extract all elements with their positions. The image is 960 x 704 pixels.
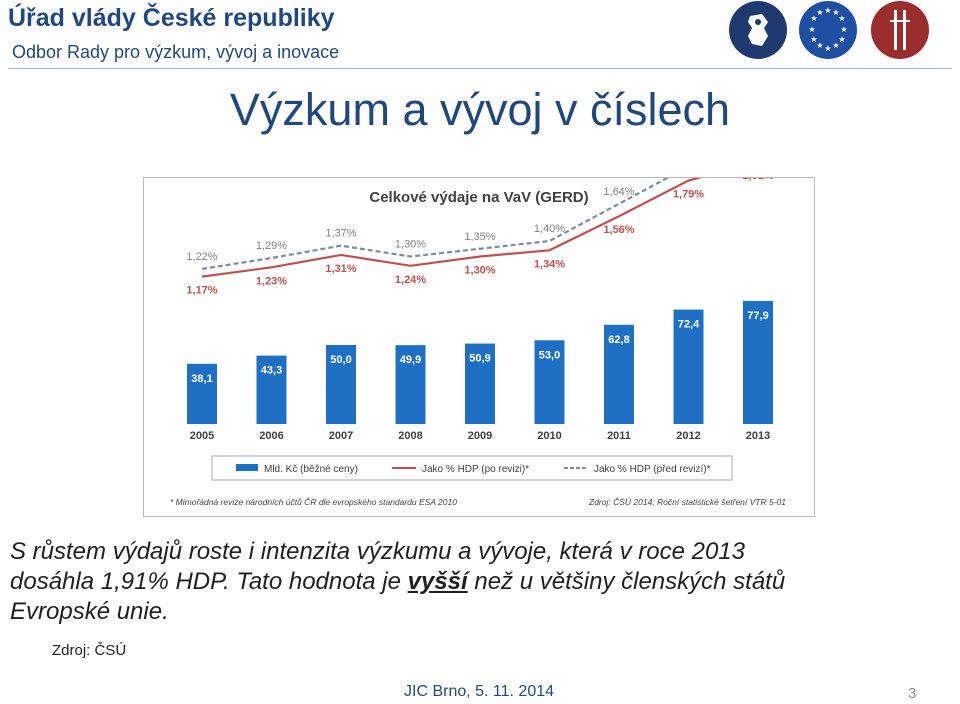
category-label: 2012: [676, 430, 700, 442]
svg-text:★: ★: [824, 6, 831, 15]
body-paragraph: S růstem výdajů roste i intenzita výzkum…: [10, 537, 950, 627]
legend-line-label: Jako % HDP (po revizi)*: [422, 464, 529, 475]
line-after-revision: [201, 178, 703, 278]
percent-after-label: 1,23%: [256, 275, 287, 287]
page-number: 3: [908, 685, 917, 702]
bar-value-label: 77,9: [747, 310, 768, 322]
svg-text:★: ★: [816, 41, 823, 50]
percent-after-label: 1,31%: [325, 263, 356, 275]
bar-2012: [673, 309, 704, 424]
footer-text: JIC Brno, 5. 11. 2014: [404, 683, 555, 700]
svg-text:★: ★: [810, 35, 817, 44]
source-note: Zdroj: ČSÚ: [52, 642, 127, 659]
svg-text:★: ★: [838, 35, 845, 44]
bar-value-label: 62,8: [608, 334, 629, 346]
category-label: 2006: [259, 430, 283, 442]
percent-after-label: 1,34%: [534, 258, 565, 270]
svg-text:★: ★: [816, 8, 823, 17]
header-title: Úřad vlády České republiky: [8, 4, 335, 32]
percent-before-label: 1,40%: [534, 223, 565, 235]
svg-text:★: ★: [832, 8, 839, 17]
header-divider: [8, 68, 952, 69]
chart-footnote: * Mimořádná revize národních účtů ČR dle…: [170, 497, 457, 507]
percent-before-label: 1,29%: [256, 240, 287, 252]
bar-value-label: 43,3: [261, 365, 282, 377]
government-emblem-icon: [871, 1, 929, 59]
line-before-revision: [201, 178, 670, 270]
svg-text:★: ★: [824, 44, 831, 53]
bar-2008: [395, 345, 426, 424]
svg-text:★: ★: [808, 25, 815, 34]
bar-2011: [604, 324, 634, 424]
percent-before-label: 1,22%: [186, 251, 217, 263]
lion-coat-of-arms-icon: [729, 1, 787, 59]
body-line-2-start: dosáhla 1,91% HDP. Tato hodnota je: [10, 568, 408, 595]
svg-text:★: ★: [840, 25, 847, 34]
header-subtitle: Odbor Rady pro výzkum, vývoj a inovace: [12, 42, 340, 62]
bar-value-label: 38,1: [191, 373, 212, 385]
category-label: 2007: [329, 430, 353, 442]
legend-dashed-label: Jako % HDP (před revizí)*: [594, 464, 711, 475]
eu-stars-icon: ★ ★★ ★★★ ★★★ ★★★: [799, 1, 857, 59]
bar-value-label: 49,9: [400, 354, 421, 366]
bar-value-label: 50,9: [469, 353, 490, 365]
bar-2009: [465, 343, 495, 424]
body-line-2: dosáhla 1,91% HDP. Tato hodnota je vyšší…: [10, 567, 950, 597]
percent-after-label: 1,24%: [395, 274, 426, 286]
svg-text:★: ★: [838, 14, 845, 23]
bar-value-label: 53,0: [539, 349, 560, 361]
category-label: 2009: [468, 430, 492, 442]
bar-2007: [326, 345, 356, 424]
slide-title: Výzkum a vývoj v číslech: [229, 84, 731, 135]
percent-before-label: 1,35%: [464, 231, 495, 243]
percent-after-label: 1,91%: [742, 178, 773, 182]
bar-value-label: 50,0: [330, 354, 351, 366]
legend-bar-swatch: [236, 464, 258, 471]
legend-bar-label: Mld. Kč (běžné ceny): [264, 464, 358, 475]
percent-after-label: 1,17%: [186, 285, 217, 297]
bar-2010: [534, 340, 565, 424]
percent-before-label: 1,30%: [395, 239, 426, 251]
chart-title: Celkové výdaje na VaV (GERD): [369, 189, 588, 206]
bar-2013: [743, 300, 773, 424]
body-line-3: Evropské unie.: [10, 598, 169, 625]
percent-before-label: 1,64%: [603, 186, 634, 198]
bar-2006: [256, 355, 287, 424]
bar-2005: [187, 363, 217, 424]
svg-text:★: ★: [832, 41, 839, 50]
body-line-1: S růstem výdajů roste i intenzita výzkum…: [10, 538, 745, 565]
percent-after-label: 1,30%: [464, 265, 495, 277]
category-label: 2011: [607, 430, 631, 442]
category-label: 2008: [398, 430, 422, 442]
chart-frame: Celkové výdaje na VaV (GERD) 38,1 43,3 50,…: [143, 177, 815, 517]
category-label: 2005: [190, 430, 214, 442]
body-line-2-end: než u většiny členských států: [467, 568, 786, 595]
category-label: 2013: [746, 430, 770, 442]
legend-box: [211, 455, 733, 481]
bar-value-label: 72,4: [678, 319, 700, 331]
svg-text:★: ★: [810, 14, 817, 23]
chart-source: Zdroj: ČSÚ 2014, Roční statistické šetře…: [588, 497, 786, 507]
percent-before-label: 1,37%: [325, 228, 356, 240]
category-label: 2010: [537, 430, 561, 442]
body-emphasis: vyšší: [407, 568, 468, 595]
percent-after-label: 1,56%: [603, 224, 634, 236]
gerd-chart: Celkové výdaje na VaV (GERD) 38,1 43,3 50,…: [170, 178, 786, 507]
percent-after-label: 1,79%: [673, 189, 704, 201]
